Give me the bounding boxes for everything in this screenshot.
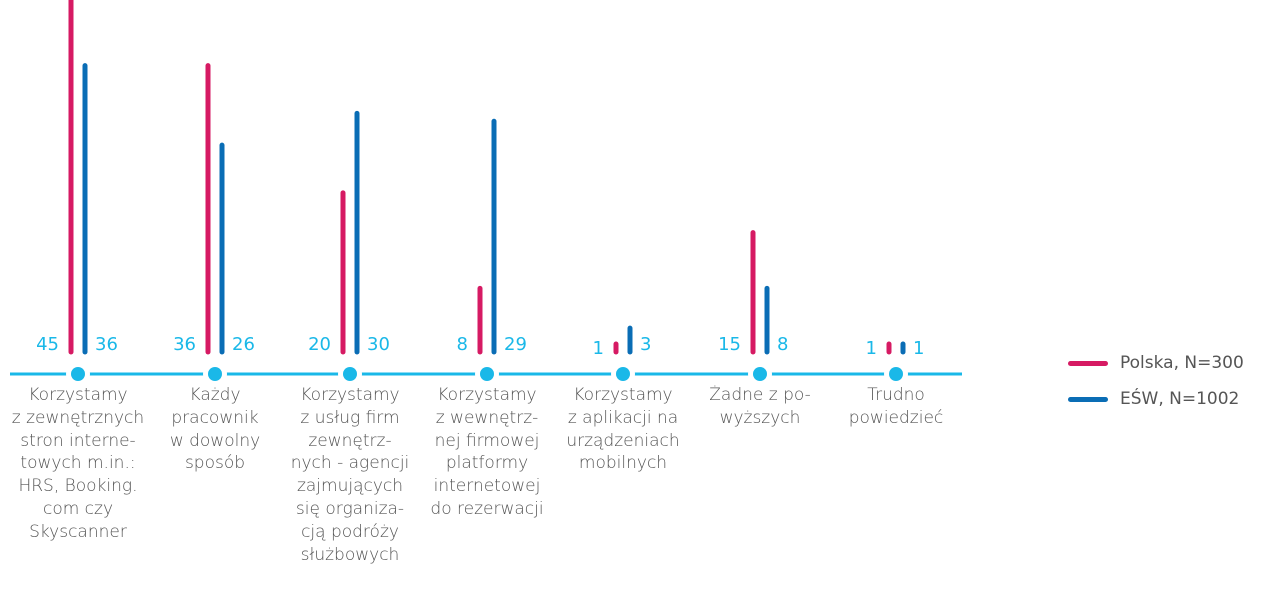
legend-label-polska: Polska, N=300 [1120,353,1244,373]
category-label: Żadne z po- wyższych [709,385,811,428]
value-label-polska: 45 [36,334,59,355]
axis-dot [889,367,903,381]
value-label-esw: 26 [232,334,255,355]
value-label-polska: 15 [718,334,741,355]
category-label: Trudno powiedzieć [848,385,944,428]
value-label-esw: 1 [913,338,924,359]
value-label-polska: 36 [173,334,196,355]
value-label-polska: 20 [308,334,331,355]
value-label-esw: 36 [95,334,118,355]
value-label-esw: 8 [777,334,788,355]
legend-item-polska: Polska, N=300 [1068,345,1244,381]
category-label: Korzystamy z aplikacji na urządzeniach m… [566,385,680,474]
value-label-polska: 8 [457,334,468,355]
legend-swatch-esw [1068,396,1108,402]
legend-swatch-polska [1068,360,1108,366]
value-label-polska: 1 [593,338,604,359]
category-label: Korzystamy z usług firm zewnętrz- nych -… [290,385,410,565]
legend-label-esw: EŚW, N=1002 [1120,389,1240,409]
legend-item-esw: EŚW, N=1002 [1068,381,1244,417]
value-label-esw: 3 [640,334,651,355]
axis-dot [208,367,222,381]
value-label-esw: 30 [367,334,390,355]
axis-dot [343,367,357,381]
legend: Polska, N=300 EŚW, N=1002 [1068,345,1244,417]
category-label: Korzystamy z wewnętrz- nej firmowej plat… [430,385,544,519]
axis-dot [753,367,767,381]
category-label: Korzystamy z zewnętrznych stron interne-… [11,385,145,542]
value-label-esw: 29 [504,334,527,355]
axis-dot [616,367,630,381]
axis-dot [71,367,85,381]
value-label-polska: 1 [866,338,877,359]
category-label: Każdy pracownik w dowolny sposób [169,385,261,474]
axis-dot [480,367,494,381]
